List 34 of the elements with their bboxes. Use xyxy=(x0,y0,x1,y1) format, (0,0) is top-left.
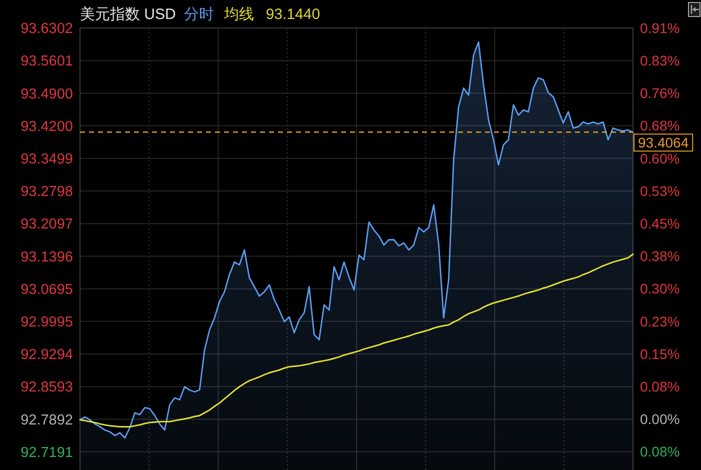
ref-line-label: 93.4064 xyxy=(638,134,689,151)
y2-tick-label: 0.38% xyxy=(640,248,680,264)
y-tick-label: 93.3499 xyxy=(20,151,73,168)
y-tick-label: 93.1396 xyxy=(20,249,73,266)
y2-tick-label: 0.08% xyxy=(640,378,680,395)
y-tick-label: 93.0695 xyxy=(20,282,73,298)
y-tick-label: 93.5601 xyxy=(20,54,73,70)
text: 均线 xyxy=(222,6,254,23)
y2-tick-label: 0.08% xyxy=(640,444,680,460)
y2-tick-label: 0.68% xyxy=(640,118,680,134)
y2-tick-label: 0.76% xyxy=(640,85,680,102)
y-tick-label: 93.4200 xyxy=(20,118,73,135)
y-tick-label: 93.4900 xyxy=(20,86,73,102)
y2-tick-label: 0.83% xyxy=(640,52,680,69)
y-tick-label: 92.9995 xyxy=(20,314,73,330)
y-tick-label: 92.7191 xyxy=(20,444,73,461)
y-tick-label: 93.2097 xyxy=(20,216,73,233)
y2-tick-label: 0.91% xyxy=(640,20,680,36)
text: 分时 xyxy=(184,6,214,23)
line-series xyxy=(79,253,634,428)
y-tick-label: 93.2798 xyxy=(20,184,73,200)
y2-tick-label: 0.45% xyxy=(640,216,680,232)
chart-title: 美元指数 USD xyxy=(80,6,176,23)
y2-tick-label: 0.23% xyxy=(640,313,680,330)
y2-tick-label: 0.30% xyxy=(640,280,680,297)
y2-tick-label: 0.53% xyxy=(640,182,680,199)
y-tick-label: 92.7892 xyxy=(20,412,73,428)
y2-tick-label: 0.60% xyxy=(640,150,680,166)
y2-tick-label: 0.15% xyxy=(640,346,680,362)
y-tick-label: 92.8593 xyxy=(20,380,73,396)
y-tick-label: 93.6302 xyxy=(20,21,73,38)
text: 93.1440 xyxy=(266,6,320,23)
y2-tick-label: 0.00% xyxy=(640,411,680,428)
y-tick-label: 92.9294 xyxy=(20,347,73,364)
